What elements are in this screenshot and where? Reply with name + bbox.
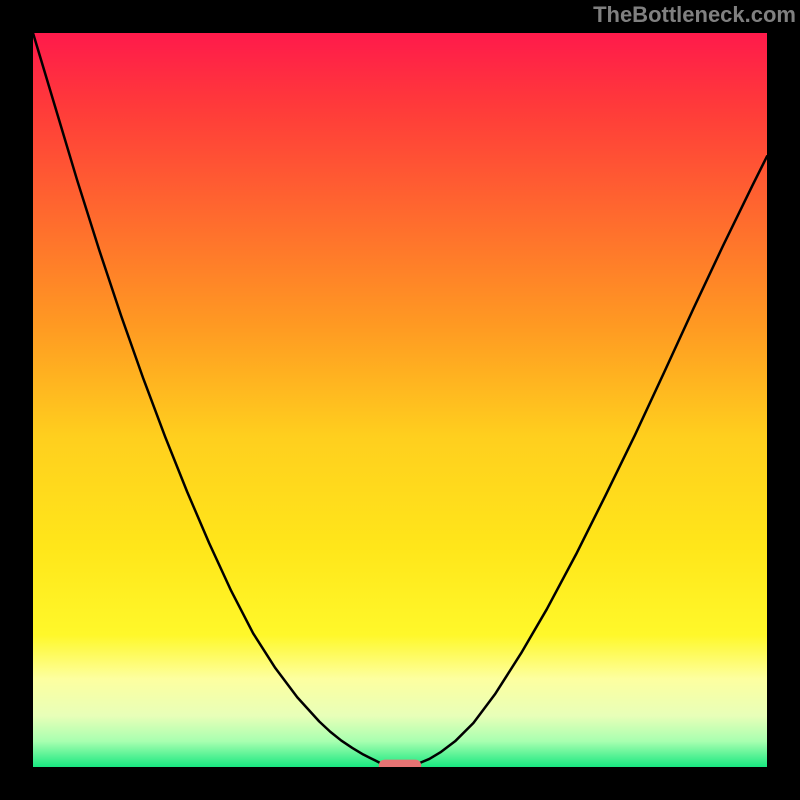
plot-svg	[33, 33, 767, 767]
plot-area	[33, 33, 767, 767]
optimum-marker	[379, 760, 422, 767]
stage: TheBottleneck.com	[0, 0, 800, 800]
gradient-background	[33, 33, 767, 767]
watermark-text: TheBottleneck.com	[593, 0, 800, 28]
